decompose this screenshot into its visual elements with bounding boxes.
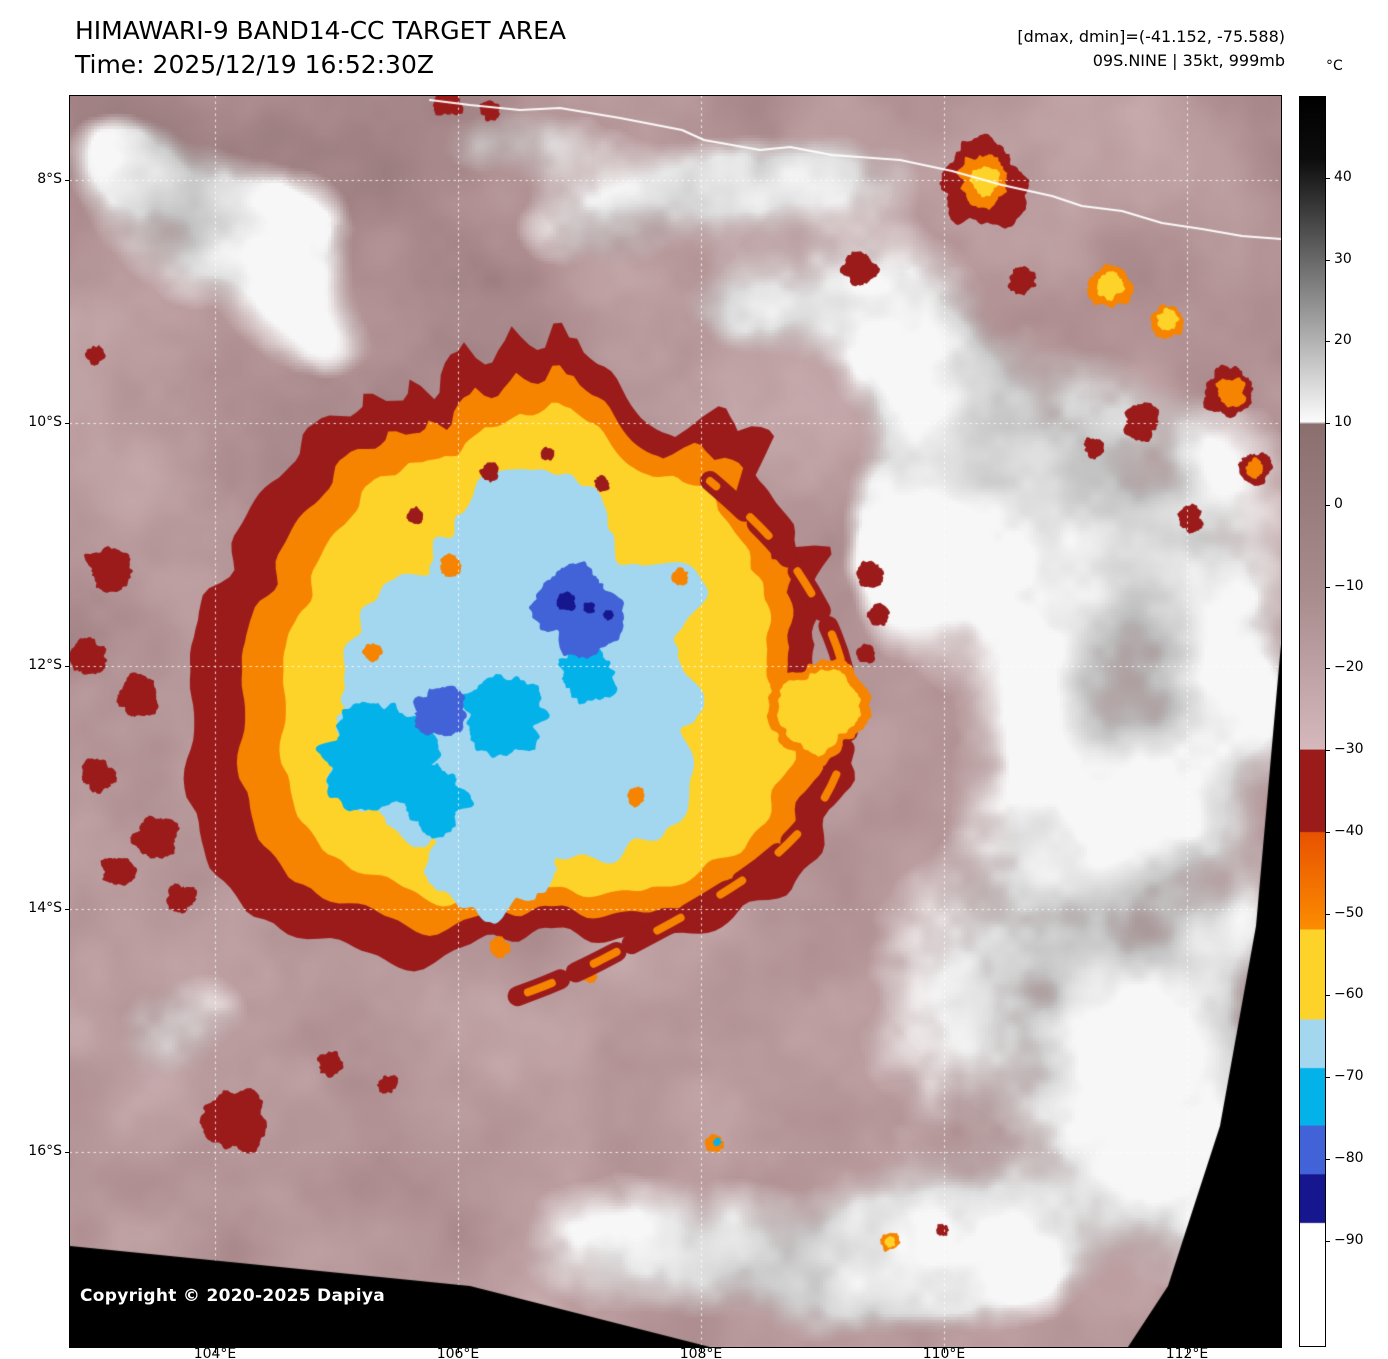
- dmax-dmin-annotation: [dmax, dmin]=(-41.152, -75.588): [1017, 27, 1285, 46]
- colorbar-tick-label: 10: [1334, 414, 1352, 431]
- colorbar-tick: [1326, 750, 1330, 752]
- lat-tick-label: 10°S: [28, 414, 62, 430]
- colorbar-tick-label: −70: [1334, 1068, 1364, 1085]
- colorbar-tick: [1326, 831, 1330, 833]
- colorbar-tick-label: 20: [1334, 332, 1352, 349]
- colorbar-tick: [1326, 504, 1330, 506]
- colorbar-tick: [1326, 1240, 1330, 1242]
- copyright-text: Copyright © 2020-2025 Dapiya: [80, 1286, 385, 1306]
- colorbar-tick: [1326, 586, 1330, 588]
- colorbar-tick: [1326, 995, 1330, 997]
- colorbar: [1299, 96, 1326, 1347]
- lat-tick: [65, 423, 70, 424]
- colorbar-tick-label: −10: [1334, 577, 1364, 594]
- lon-tick: [1187, 1348, 1188, 1353]
- storm-info-annotation: 09S.NINE | 35kt, 999mb: [1092, 51, 1285, 70]
- colorbar-tick: [1326, 177, 1330, 179]
- lat-tick: [65, 180, 70, 181]
- colorbar-unit-label: °C: [1326, 58, 1343, 74]
- lat-tick: [65, 909, 70, 910]
- colorbar-tick: [1326, 259, 1330, 261]
- lon-tick: [458, 1348, 459, 1353]
- lon-tick: [701, 1348, 702, 1353]
- colorbar-tick: [1326, 1077, 1330, 1079]
- lat-tick-label: 8°S: [37, 171, 62, 187]
- colorbar-tick: [1326, 423, 1330, 425]
- colorbar-tick: [1326, 668, 1330, 670]
- lat-tick-label: 14°S: [28, 900, 62, 916]
- colorbar-tick-label: −40: [1334, 822, 1364, 839]
- colorbar-tick-label: −80: [1334, 1149, 1364, 1166]
- colorbar-tick: [1326, 341, 1330, 343]
- colorbar-tick-label: 40: [1334, 168, 1352, 185]
- lat-tick-label: 16°S: [28, 1143, 62, 1159]
- colorbar-tick-label: −30: [1334, 741, 1364, 758]
- satellite-map-image: [70, 96, 1281, 1347]
- colorbar-tick-label: −50: [1334, 904, 1364, 921]
- colorbar-tick-label: −60: [1334, 986, 1364, 1003]
- colorbar-tick: [1326, 913, 1330, 915]
- figure-time: Time: 2025/12/19 16:52:30Z: [75, 50, 434, 79]
- colorbar-tick-label: −20: [1334, 659, 1364, 676]
- colorbar-tick-label: 0: [1334, 495, 1343, 512]
- lat-tick-label: 12°S: [28, 657, 62, 673]
- lat-tick: [65, 666, 70, 667]
- colorbar-tick-label: −90: [1334, 1231, 1364, 1248]
- lat-tick: [65, 1152, 70, 1153]
- lon-tick: [215, 1348, 216, 1353]
- lon-tick: [944, 1348, 945, 1353]
- colorbar-tick-label: 30: [1334, 250, 1352, 267]
- figure-title: HIMAWARI-9 BAND14-CC TARGET AREA: [75, 16, 567, 45]
- colorbar-tick: [1326, 1158, 1330, 1160]
